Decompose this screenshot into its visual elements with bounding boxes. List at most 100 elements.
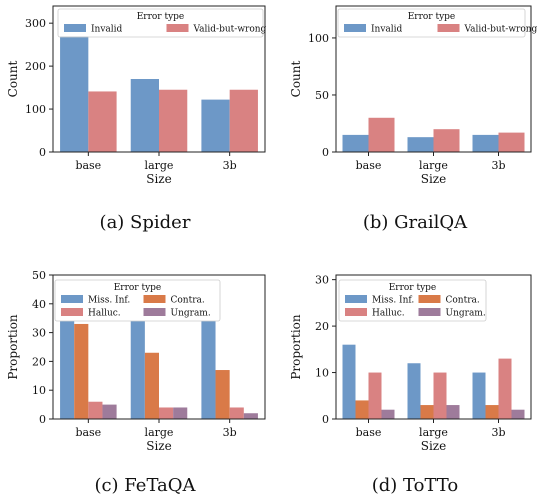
legend-swatch — [166, 24, 189, 32]
legend-title: Error type — [137, 12, 185, 22]
legend-entry-label: Invalid — [91, 25, 123, 35]
y-tick-label: 40 — [32, 298, 46, 311]
legend-title: Error type — [408, 12, 456, 22]
bar-contra--large — [420, 405, 434, 419]
x-tick-label: 3b — [223, 426, 237, 439]
y-tick-label: 30 — [315, 274, 329, 287]
x-tick-label: large — [145, 159, 174, 172]
legend-swatch — [61, 308, 83, 316]
y-tick-label: 0 — [322, 146, 329, 159]
legend-entry-label: Contra. — [171, 296, 205, 306]
legend-swatch — [143, 308, 166, 316]
legend-title: Error type — [114, 283, 162, 293]
bar-halluc--large — [433, 372, 447, 419]
y-tick-label: 100 — [25, 103, 46, 116]
bar-valid-but-wrong-base — [368, 117, 395, 152]
bar-ungram--large — [446, 405, 460, 419]
y-tick-label: 200 — [25, 60, 46, 73]
x-tick-label: base — [75, 159, 101, 172]
y-axis-label: Count — [289, 60, 303, 97]
bar-invalid-base — [60, 36, 89, 153]
y-tick-label: 20 — [32, 355, 46, 368]
x-tick-label: base — [356, 159, 382, 172]
y-tick-label: 0 — [39, 413, 46, 426]
chart-panel-3: 0 10 20 30 40 50 base large 3b Size Proportion Erro… — [6, 269, 266, 496]
subfigure-caption: (b) GrailQA — [363, 212, 468, 233]
bar-halluc--3b — [229, 407, 244, 419]
legend-swatch — [64, 24, 86, 32]
legend-entry-label: Invalid — [371, 25, 403, 35]
bar-halluc--3b — [498, 358, 512, 419]
chart-panel-4: 0 10 20 30 base large 3b Size Proportion Error ty… — [289, 274, 532, 496]
bar-contra--base — [355, 400, 369, 419]
bar-contra--large — [144, 352, 159, 419]
legend-entry-label: Ungram. — [446, 309, 486, 319]
legend-entry-label: Halluc. — [372, 309, 405, 319]
y-tick-label: 300 — [25, 17, 46, 30]
subfigure-caption: (d) ToTTo — [372, 475, 459, 496]
bar-miss-inf--3b — [472, 372, 486, 419]
chart-panel-1: 0 100 200 300 base large 3b Size Count Error type… — [6, 5, 267, 233]
bar-contra--3b — [215, 370, 230, 419]
bar-valid-but-wrong-3b — [229, 89, 258, 152]
bar-contra--3b — [485, 405, 499, 419]
y-tick-label: 10 — [315, 367, 329, 380]
bar-invalid-large — [407, 137, 434, 152]
bar-ungram--3b — [243, 413, 258, 419]
y-tick-label: 10 — [32, 384, 46, 397]
x-tick-label: base — [356, 426, 382, 439]
y-tick-label: 50 — [32, 269, 46, 282]
bar-valid-but-wrong-3b — [498, 132, 525, 152]
legend-swatch — [143, 295, 166, 303]
x-axis-label: Size — [146, 172, 171, 186]
legend-entry-label: Contra. — [446, 296, 480, 306]
y-tick-label: 20 — [315, 320, 329, 333]
y-tick-label: 50 — [315, 89, 329, 102]
bar-miss-inf--base — [342, 344, 356, 419]
legend-box — [54, 279, 221, 322]
bar-contra--base — [74, 323, 89, 419]
x-tick-label: large — [419, 426, 448, 439]
subfigure-caption: (c) FeTaQA — [94, 475, 196, 496]
bar-invalid-large — [130, 79, 159, 152]
bar-halluc--large — [159, 407, 174, 419]
legend-entry-label: Ungram. — [171, 309, 211, 319]
y-tick-label: 30 — [32, 327, 46, 340]
bar-miss-inf--3b — [201, 321, 216, 419]
legend-entry-label: Halluc. — [88, 309, 121, 319]
legend: Error type Miss. Inf. Contra. Halluc. Ungram… — [54, 279, 221, 322]
legend-swatch — [418, 295, 441, 303]
x-tick-label: 3b — [223, 159, 237, 172]
bar-miss-inf--base — [60, 321, 75, 419]
x-axis-label: Size — [421, 172, 446, 186]
bar-miss-inf--large — [130, 321, 145, 419]
bar-ungram--3b — [511, 409, 525, 419]
legend-entry-label: Miss. Inf. — [88, 296, 130, 306]
y-tick-label: 100 — [308, 32, 329, 45]
legend-swatch — [345, 295, 367, 303]
bar-invalid-3b — [201, 99, 230, 152]
legend-swatch — [418, 308, 441, 316]
legend-box — [337, 8, 526, 38]
legend-title: Error type — [389, 283, 437, 293]
bar-ungram--base — [102, 404, 117, 419]
bar-valid-but-wrong-large — [433, 129, 460, 152]
x-axis-label: Size — [146, 439, 171, 453]
bar-miss-inf--large — [407, 363, 421, 419]
x-tick-label: large — [419, 159, 448, 172]
y-tick-label: 0 — [322, 413, 329, 426]
legend-box — [338, 279, 487, 322]
y-tick-label: 0 — [39, 146, 46, 159]
bar-valid-but-wrong-base — [88, 91, 117, 152]
legend: Error type Invalid Valid-but-wrong — [337, 8, 538, 38]
legend-entry-label: Valid-but-wrong — [193, 25, 267, 35]
legend-entry-label: Valid-but-wrong — [464, 25, 538, 35]
legend-entry-label: Miss. Inf. — [372, 296, 414, 306]
bar-ungram--large — [173, 407, 188, 419]
x-tick-label: 3b — [491, 159, 505, 172]
bar-halluc--base — [368, 372, 382, 419]
x-tick-label: base — [75, 426, 101, 439]
legend-swatch — [344, 24, 366, 32]
bar-invalid-3b — [472, 134, 499, 152]
